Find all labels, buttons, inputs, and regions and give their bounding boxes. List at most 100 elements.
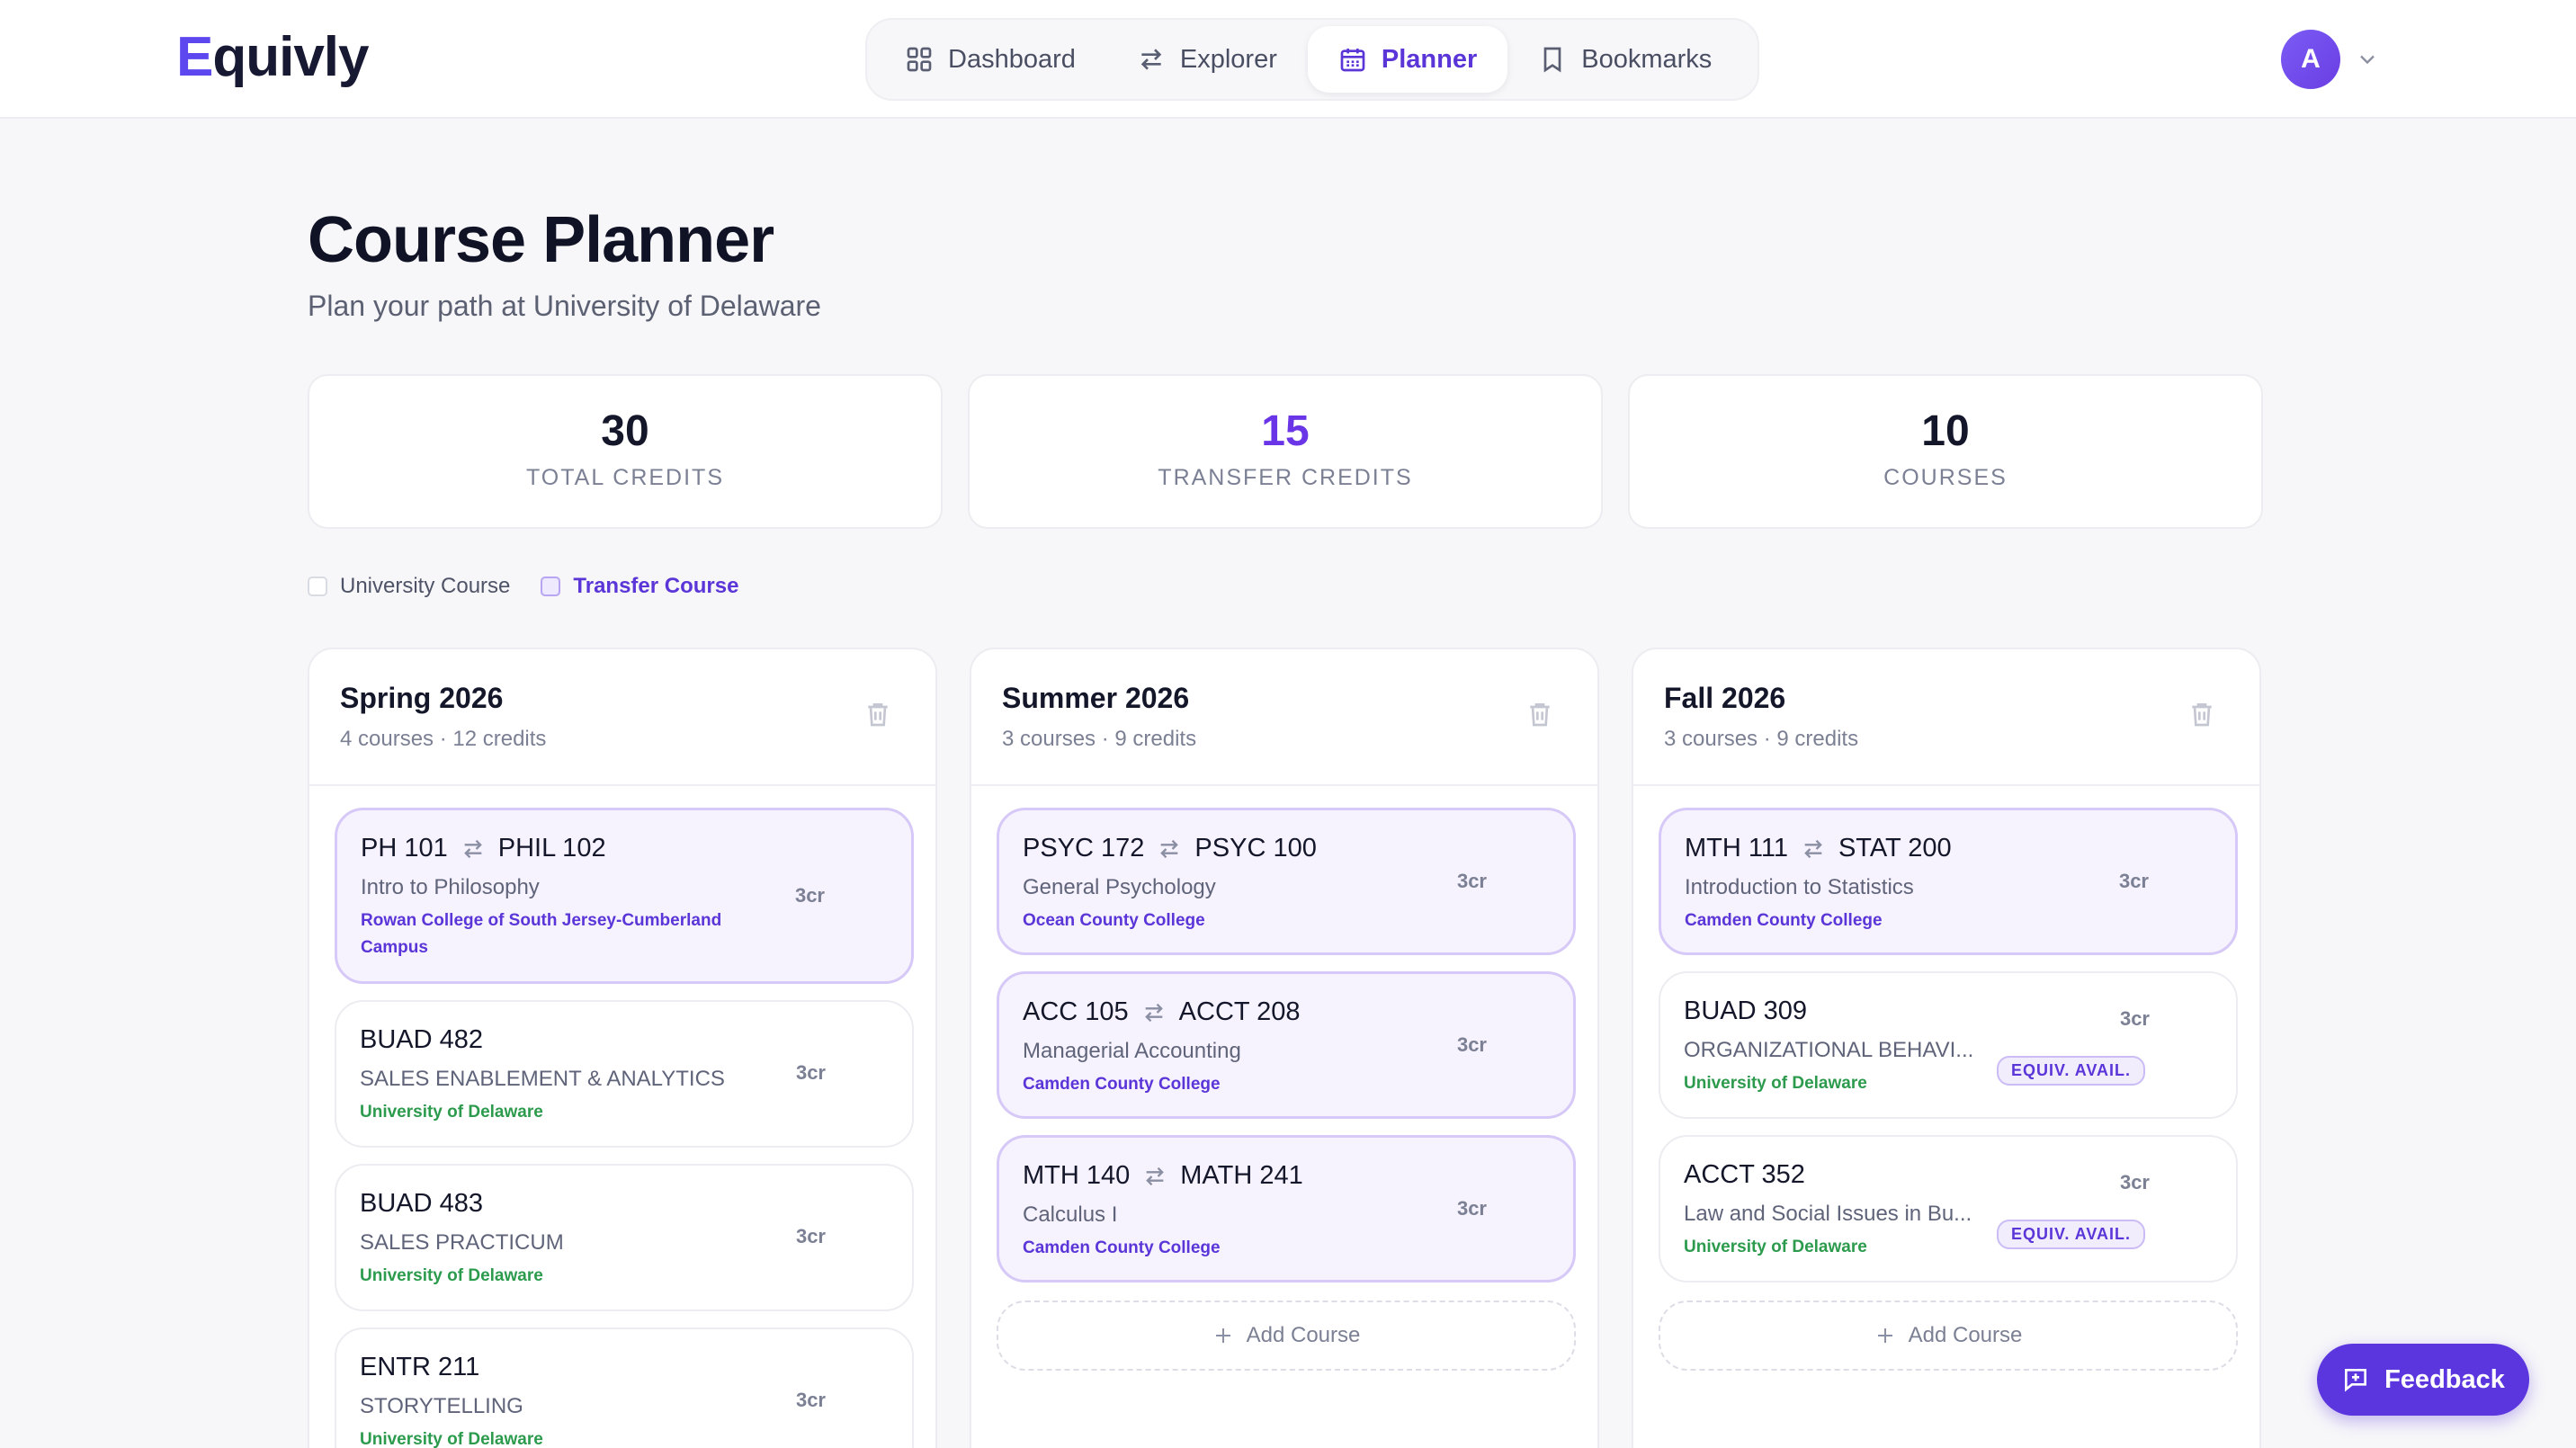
course-codes: BUAD 482 (360, 1025, 483, 1055)
course-credits: 3cr (794, 884, 825, 907)
stat-value: 15 (1261, 407, 1310, 455)
delete-term-button[interactable] (863, 700, 892, 728)
source-code: PSYC 172 (1023, 834, 1145, 863)
course-legend: University Course Transfer Course (308, 574, 738, 599)
course-code: ENTR 211 (360, 1353, 480, 1381)
university-swatch (308, 577, 327, 596)
course-title: ORGANIZATIONAL BEHAVI... (1684, 1038, 1974, 1062)
term-header: Summer 2026 3 courses · 9 credits (971, 649, 1597, 786)
trash-icon (2192, 703, 2212, 727)
delete-term-button[interactable] (2187, 700, 2216, 728)
term-meta: 3 courses · 9 credits (1002, 727, 1197, 751)
course-school: University of Delaware (360, 1266, 543, 1285)
add-course-button[interactable]: Add Course (997, 1301, 1576, 1371)
course-school: Camden County College (1023, 1238, 1221, 1257)
calendar-icon (1340, 49, 1365, 72)
course-credits: 3cr (1456, 1033, 1487, 1056)
message-plus-icon (2345, 1369, 2367, 1392)
swap-icon (1144, 1003, 1163, 1022)
course-title: Managerial Accounting (1023, 1039, 1241, 1063)
transfer-swatch (541, 577, 561, 596)
course-codes: BUAD 309 (1684, 997, 1807, 1026)
course-card-university[interactable]: BUAD 309 ORGANIZATIONAL BEHAVI... Univer… (1659, 971, 2238, 1119)
course-card-transfer[interactable]: MTH 111 STAT 200 Introduction to Statist… (1659, 808, 2238, 955)
course-card-transfer[interactable]: PSYC 172 PSYC 100 General Psychology Oce… (997, 808, 1576, 955)
logo-wordmark: quivly (212, 25, 369, 88)
course-school: University of Delaware (360, 1103, 543, 1122)
course-codes: ENTR 211 (360, 1353, 479, 1382)
equivalency-badge[interactable]: EQUIV. AVAIL. (1997, 1220, 2146, 1249)
course-codes: PH 101 PHIL 102 (361, 834, 606, 863)
course-codes: BUAD 483 (360, 1189, 483, 1219)
course-codes: MTH 140 MATH 241 (1023, 1161, 1303, 1191)
course-school: Rowan College of South Jersey-Cumberland… (361, 907, 756, 961)
course-card-university[interactable]: BUAD 482 SALES ENABLEMENT & ANALYTICS Un… (335, 1000, 914, 1148)
logo-mark: E (176, 25, 213, 88)
course-title: Calculus I (1023, 1202, 1118, 1227)
feedback-label: Feedback (2384, 1364, 2505, 1394)
course-card-university[interactable]: ACCT 352 Law and Social Issues in Bu... … (1659, 1135, 2238, 1283)
term-name: Spring 2026 (340, 682, 504, 714)
course-card-transfer[interactable]: PH 101 PHIL 102 Intro to Philosophy Rowa… (335, 808, 914, 984)
course-school: Camden County College (1685, 911, 1883, 930)
main-nav: Dashboard Explorer Planner Bookmarks (865, 18, 1759, 101)
course-title: Intro to Philosophy (361, 875, 540, 899)
feedback-button[interactable]: Feedback (2317, 1344, 2529, 1416)
course-credits: 3cr (795, 1389, 826, 1411)
nav-tab-bookmarks[interactable]: Bookmarks (1507, 26, 1742, 93)
course-title: General Psychology (1023, 875, 1216, 899)
course-credits: 3cr (795, 1225, 826, 1247)
nav-tab-explorer[interactable]: Explorer (1106, 26, 1308, 93)
course-codes: MTH 111 STAT 200 (1685, 834, 1952, 863)
course-credits: 3cr (2119, 1171, 2150, 1193)
course-codes: ACCT 352 (1684, 1160, 1805, 1190)
nav-tab-label: Dashboard (948, 44, 1076, 74)
target-code: PSYC 100 (1194, 834, 1317, 863)
nav-tab-label: Planner (1381, 44, 1478, 74)
page-subtitle: Plan your path at University of Delaware (308, 290, 821, 322)
equivalency-badge[interactable]: EQUIV. AVAIL. (1997, 1056, 2146, 1086)
term-meta: 3 courses · 9 credits (1664, 727, 1859, 751)
course-title: STORYTELLING (360, 1394, 523, 1418)
target-code: PHIL 102 (497, 834, 606, 863)
school-line-1: Rowan College of South Jersey-Cumberland (361, 911, 722, 930)
page-title: Course Planner (308, 204, 774, 276)
legend-label: University Course (340, 574, 511, 598)
nav-tab-label: Bookmarks (1581, 44, 1713, 74)
plus-icon (1877, 1328, 1892, 1343)
course-credits: 3cr (795, 1061, 826, 1084)
user-avatar[interactable]: A (2281, 30, 2340, 89)
delete-term-button[interactable] (1525, 700, 1554, 728)
term-column-fall-2026: Fall 2026 3 courses · 9 credits MTH 111 … (1632, 648, 2261, 1448)
stat-value: 30 (601, 407, 649, 455)
target-code: MATH 241 (1180, 1161, 1303, 1190)
course-codes: PSYC 172 PSYC 100 (1023, 834, 1317, 863)
stat-label: TRANSFER CREDITS (1158, 465, 1413, 490)
nav-tab-planner[interactable]: Planner (1307, 26, 1508, 93)
course-card-university[interactable]: BUAD 483 SALES PRACTICUM University of D… (335, 1164, 914, 1311)
add-course-button[interactable]: Add Course (1659, 1301, 2238, 1371)
course-credits: 3cr (1456, 870, 1487, 892)
nav-tab-label: Explorer (1179, 44, 1277, 74)
term-column-summer-2026: Summer 2026 3 courses · 9 credits PSYC 1… (970, 648, 1599, 1448)
stat-card-transfer-credits: 15 TRANSFER CREDITS (968, 374, 1603, 529)
course-title: SALES ENABLEMENT & ANALYTICS (360, 1067, 725, 1091)
course-codes: ACC 105 ACCT 208 (1023, 997, 1301, 1027)
swap-icon (1140, 49, 1162, 70)
course-credits: 3cr (1456, 1197, 1487, 1220)
term-column-spring-2026: Spring 2026 4 courses · 12 credits PH 10… (308, 648, 937, 1448)
legend-university: University Course (308, 574, 510, 599)
swap-icon (1146, 1166, 1165, 1185)
account-menu-toggle[interactable] (2355, 47, 2380, 72)
course-card-transfer[interactable]: ACC 105 ACCT 208 Managerial Accounting C… (997, 971, 1576, 1119)
course-school: University of Delaware (360, 1430, 543, 1448)
school-line-2: Campus (361, 938, 428, 957)
course-card-transfer[interactable]: MTH 140 MATH 241 Calculus I Camden Count… (997, 1135, 1576, 1283)
course-card-university[interactable]: ENTR 211 STORYTELLING University of Dela… (335, 1327, 914, 1448)
legend-transfer: Transfer Course (541, 574, 738, 599)
term-meta: 4 courses · 12 credits (340, 727, 547, 751)
grid-icon (907, 47, 932, 72)
nav-tab-dashboard[interactable]: Dashboard (874, 26, 1106, 93)
